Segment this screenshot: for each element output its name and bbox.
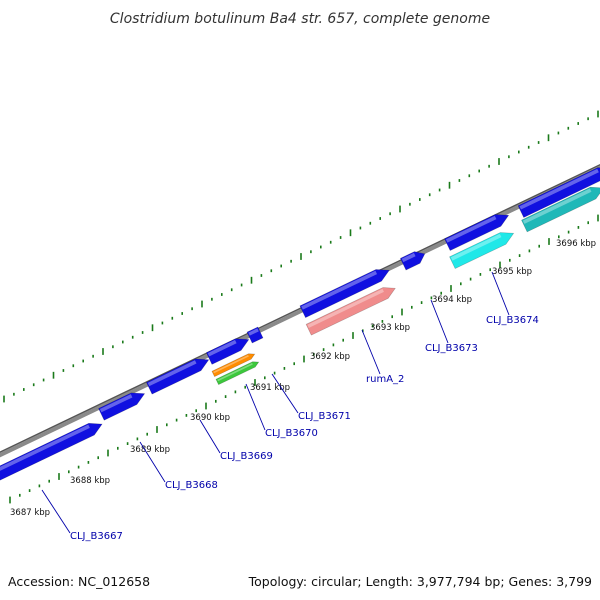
genome-summary-text: Topology: circular; Length: 3,977,794 bp… bbox=[248, 574, 592, 589]
coordinate-label: 3696 kbp bbox=[556, 239, 596, 249]
gene-block-1 bbox=[0, 422, 103, 483]
gene-features bbox=[0, 167, 600, 483]
gene-block-rumA-2 bbox=[305, 287, 396, 336]
gene-label: CLJ_B3670 bbox=[265, 428, 318, 439]
gene-label: CLJ_B3673 bbox=[425, 343, 478, 354]
coordinate-label: 3693 kbp bbox=[370, 323, 410, 333]
coordinate-labels: 3687 kbp 3688 kbp 3689 kbp 3690 kbp 3691 kbp… bbox=[10, 239, 596, 518]
gene-labels: CLJ_B3667 CLJ_B3668 CLJ_B3669 CLJ_B3670 CLJ_… bbox=[41, 271, 539, 542]
genome-backbone bbox=[0, 163, 600, 458]
gene-label-leader bbox=[430, 299, 449, 344]
gene-label-leader bbox=[199, 419, 221, 454]
coordinate-label: 3691 kbp bbox=[250, 383, 290, 393]
gene-label: CLJ_B3671 bbox=[298, 411, 351, 422]
inner-tick-track bbox=[9, 214, 599, 504]
gene-block-8 bbox=[444, 214, 510, 251]
coordinate-label: 3687 kbp bbox=[10, 508, 50, 518]
gene-block-2 bbox=[98, 392, 146, 421]
gene-block-7 bbox=[399, 251, 426, 271]
gene-label-leader bbox=[139, 441, 166, 483]
gene-block-5 bbox=[246, 326, 264, 344]
gene-block-3 bbox=[146, 358, 210, 395]
gene-label: CLJ_B3668 bbox=[165, 480, 218, 491]
coordinate-label: 3689 kbp bbox=[130, 445, 170, 455]
gene-block-cyan-1 bbox=[449, 232, 515, 269]
coordinate-label: 3688 kbp bbox=[70, 476, 110, 486]
gene-label-leader bbox=[491, 271, 510, 316]
gene-label: rumA_2 bbox=[366, 374, 404, 385]
coordinate-label: 3695 kbp bbox=[492, 267, 532, 277]
gene-label-leader bbox=[271, 373, 299, 414]
gene-label: CLJ_B3674 bbox=[486, 315, 539, 326]
gene-label: CLJ_B3669 bbox=[220, 451, 273, 462]
gene-block-9 bbox=[517, 167, 600, 218]
gene-label-leader bbox=[41, 489, 71, 534]
gene-label-leader bbox=[361, 329, 381, 375]
gene-label-leader bbox=[245, 383, 266, 431]
accession-text: Accession: NC_012658 bbox=[8, 574, 150, 589]
outer-tick-track bbox=[3, 110, 599, 403]
gene-block-6 bbox=[299, 269, 390, 318]
gene-label: CLJ_B3667 bbox=[70, 531, 123, 542]
gene-block-4 bbox=[205, 338, 250, 365]
gene-block-green bbox=[215, 361, 260, 386]
coordinate-label: 3690 kbp bbox=[190, 413, 230, 423]
coordinate-label: 3694 kbp bbox=[432, 295, 472, 305]
coordinate-label: 3692 kbp bbox=[310, 352, 350, 362]
map-title: Clostridium botulinum Ba4 str. 657, comp… bbox=[110, 11, 490, 27]
gene-block-orange bbox=[211, 353, 256, 378]
